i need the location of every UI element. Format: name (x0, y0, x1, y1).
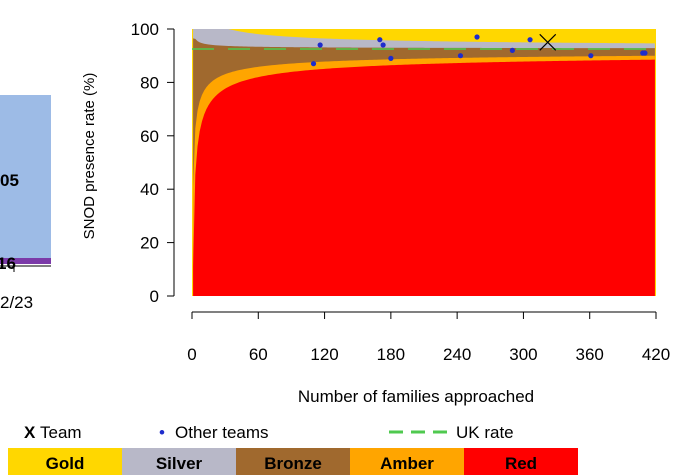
band-legend: Gold Silver Bronze Amber Red (8, 448, 578, 475)
y-tick-label: 20 (140, 234, 159, 253)
side-panel: 05 16 2/23 (0, 95, 51, 312)
x-tick-label: 360 (576, 345, 604, 364)
plot-area (192, 29, 656, 297)
x-tick-label: 180 (377, 345, 405, 364)
band-legend-swatch-gold (8, 448, 122, 475)
other-team-point (642, 50, 648, 56)
side-lower-value: 16 (0, 254, 16, 273)
band-legend-swatch-red (464, 448, 578, 475)
x-tick-label: 60 (249, 345, 268, 364)
y-axis-title: SNOD presence rate (%) (81, 73, 98, 240)
x-tick-label: 420 (642, 345, 670, 364)
band-legend-label-silver: Silver (156, 454, 203, 473)
x-tick-label: 0 (187, 345, 196, 364)
band-legend-label-gold: Gold (46, 454, 85, 473)
legend-team-label: Team (40, 423, 82, 442)
y-axis: 0 20 40 60 80 100 (131, 20, 175, 306)
other-team-point (380, 42, 386, 48)
x-axis: 0 60 120 180 240 300 360 420 (187, 311, 670, 364)
band-legend-swatch-silver (122, 448, 236, 475)
legend-uk-label: UK rate (456, 423, 514, 442)
band-legend-swatch-amber (350, 448, 464, 475)
y-tick-label: 40 (140, 180, 159, 199)
y-tick-label: 100 (131, 20, 159, 39)
x-axis-title: Number of families approached (298, 387, 534, 406)
other-teams-points (310, 34, 648, 67)
other-team-point (588, 53, 594, 59)
y-tick-label: 0 (150, 287, 159, 306)
x-tick-label: 240 (443, 345, 471, 364)
other-team-point (388, 55, 394, 61)
other-team-point (474, 34, 480, 40)
band-legend-label-red: Red (505, 454, 537, 473)
y-tick-label: 80 (140, 73, 159, 92)
team-marker (539, 33, 557, 51)
legend-others-marker: • (159, 423, 165, 442)
side-bar-value: 05 (0, 171, 19, 190)
x-tick-label: 300 (509, 345, 537, 364)
band-legend-label-bronze: Bronze (264, 454, 322, 473)
team-x-stroke (539, 33, 557, 51)
side-period: 2/23 (0, 293, 33, 312)
side-strip (0, 258, 51, 264)
y-tick-label: 60 (140, 127, 159, 146)
legend-team-marker: X (24, 423, 36, 442)
x-tick-label: 120 (310, 345, 338, 364)
band-legend-swatch-bronze (236, 448, 350, 475)
other-team-point (377, 37, 383, 43)
other-team-point (509, 47, 515, 53)
other-team-point (310, 61, 317, 67)
other-team-point (527, 37, 533, 43)
side-bar (0, 95, 51, 258)
other-team-point (457, 53, 464, 59)
legend-others-label: Other teams (175, 423, 269, 442)
other-team-point (317, 42, 323, 48)
band-red (193, 59, 655, 296)
legend: X Team • Other teams UK rate Gold Silver B… (8, 423, 578, 475)
band-legend-label-amber: Amber (380, 454, 434, 473)
